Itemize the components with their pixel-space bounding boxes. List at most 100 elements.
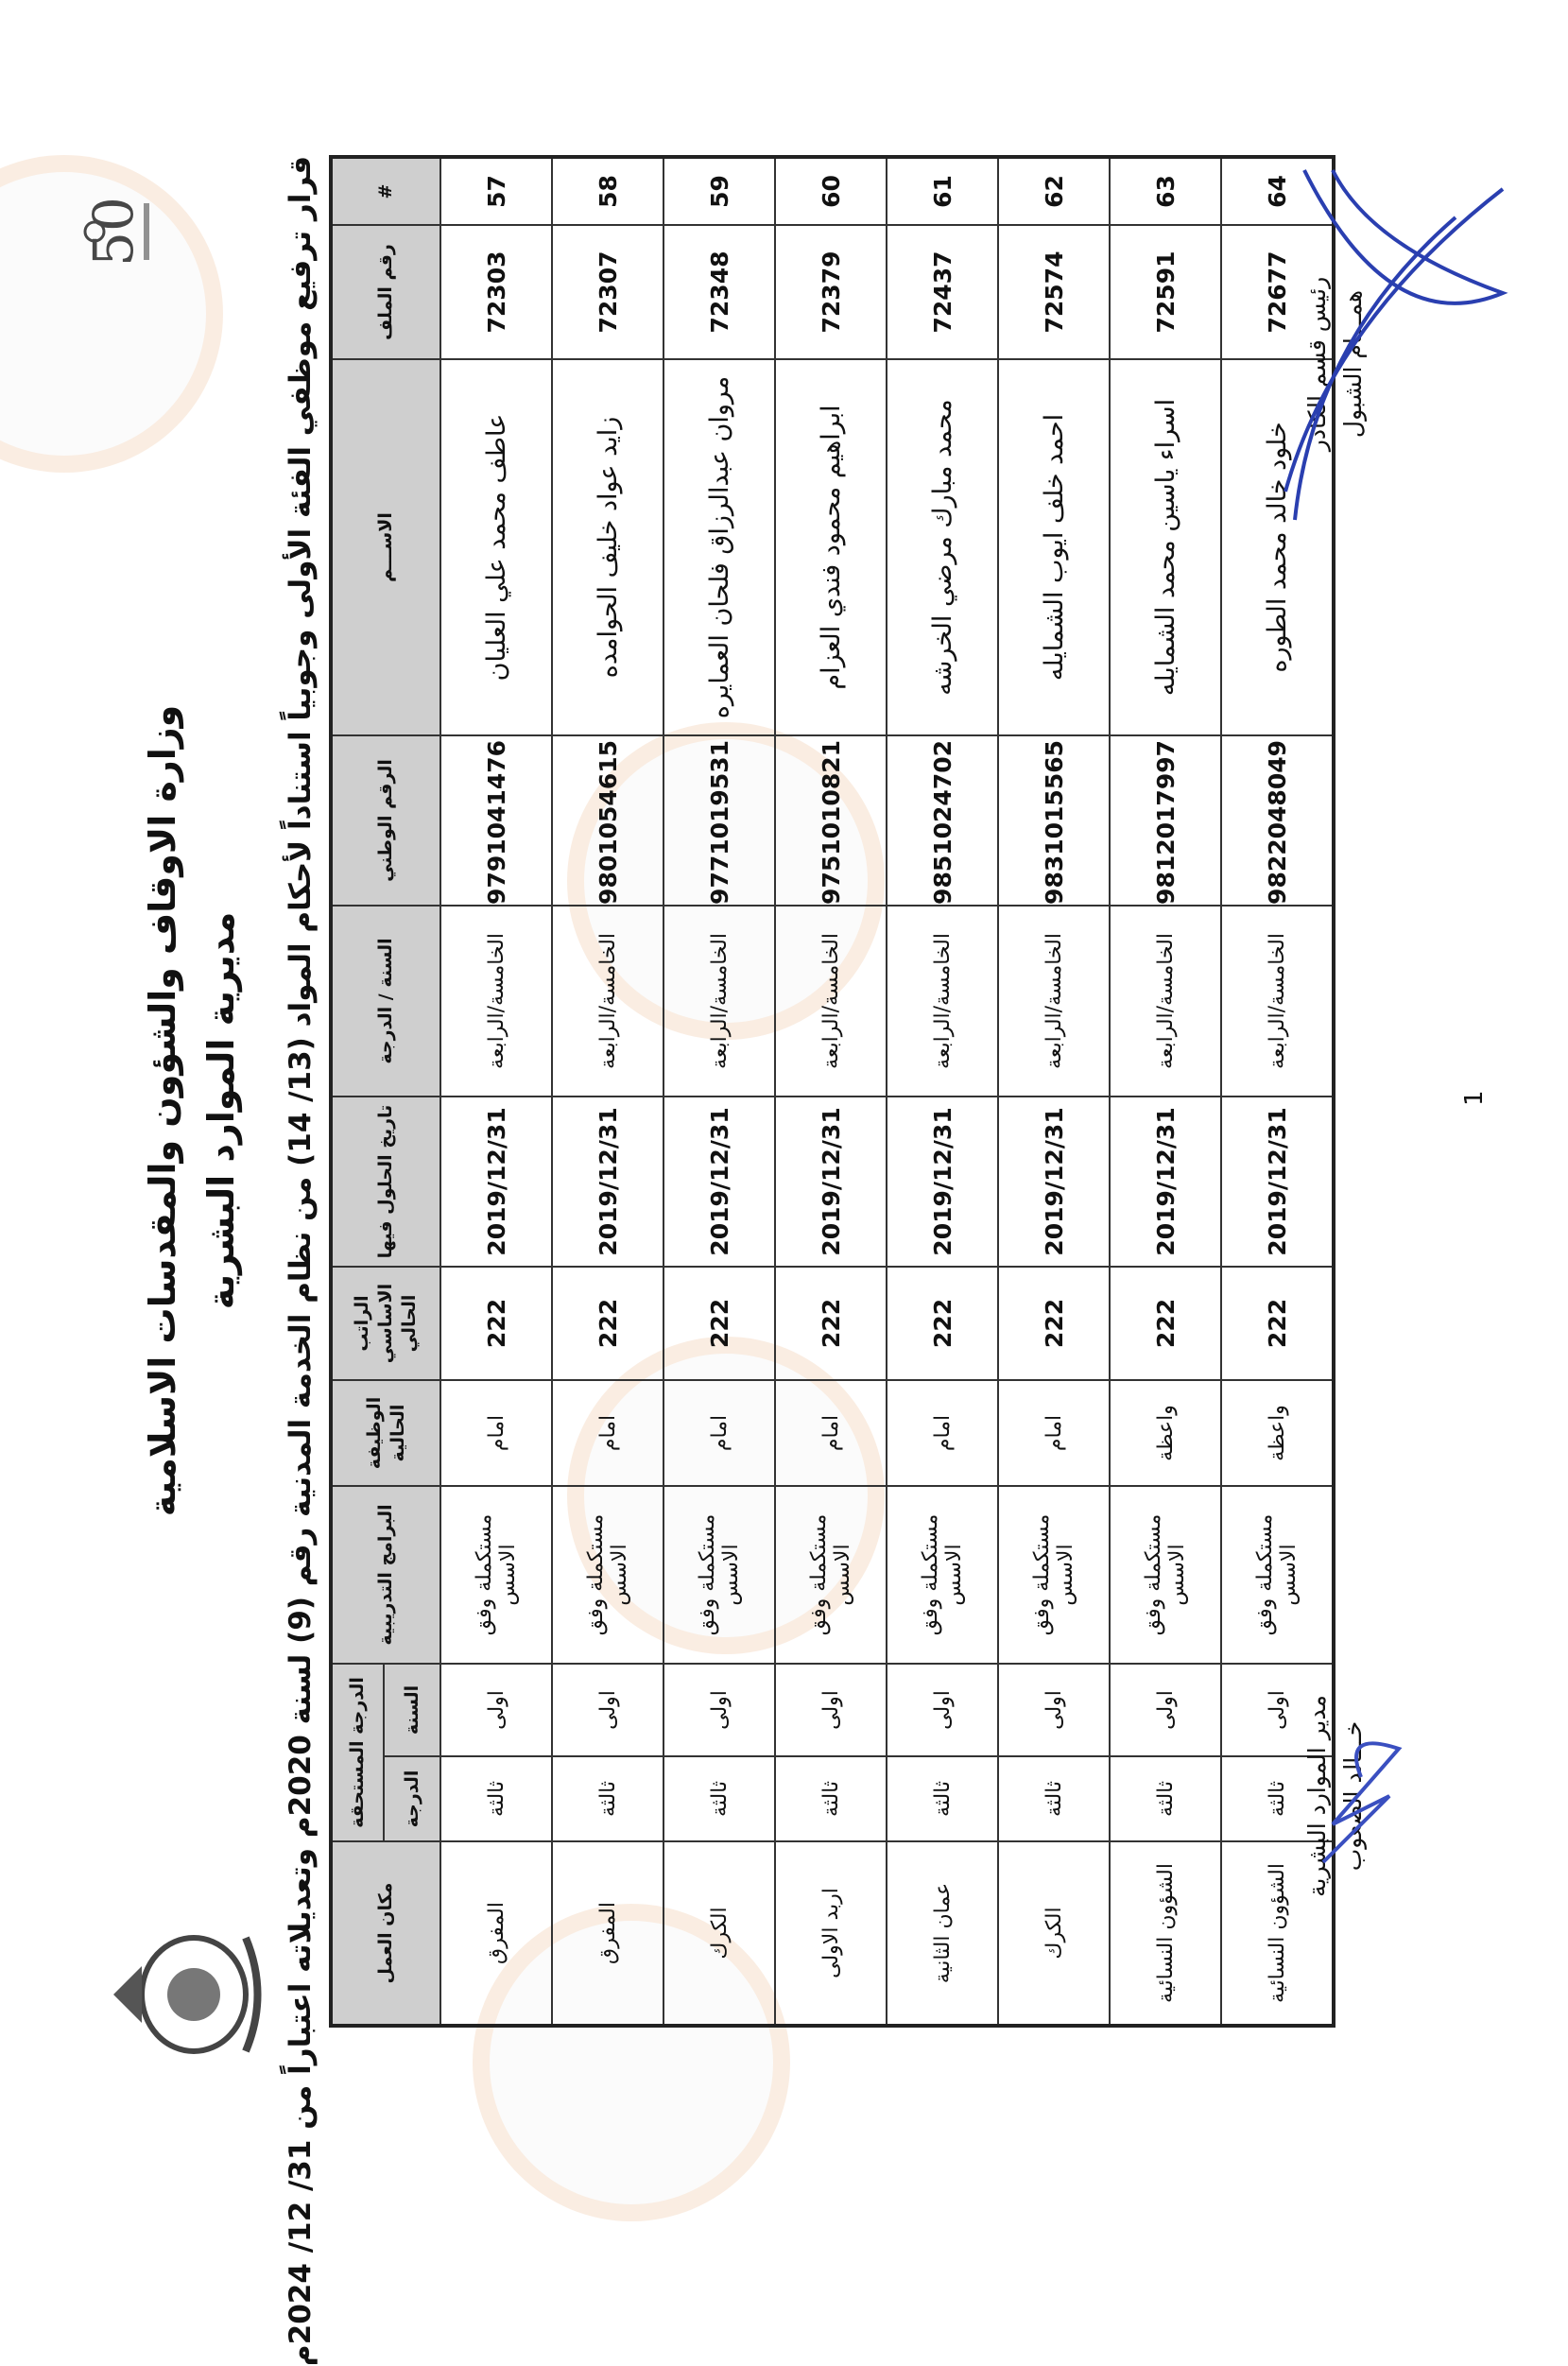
cell-date: 2019/12/31 <box>1110 1096 1221 1267</box>
cell-year: اولى <box>775 1663 887 1756</box>
col-date: تاريخ الحلول فيها <box>331 1096 440 1267</box>
cell-file-no: 72437 <box>887 224 998 359</box>
cell-file-no: 72303 <box>440 224 552 359</box>
cell-name: عاطف محمد علي العليان <box>440 358 552 735</box>
cell-index: 57 <box>440 156 552 225</box>
cell-salary: 222 <box>998 1266 1110 1380</box>
cell-year: اولى <box>663 1663 775 1756</box>
cell-date: 2019/12/31 <box>1221 1096 1334 1267</box>
cell-salary: 222 <box>887 1266 998 1380</box>
cell-index: 60 <box>775 156 887 225</box>
cell-job: امام <box>552 1379 663 1486</box>
table-row: 57 72303 عاطف محمد علي العليان 9791041476 ال… <box>440 156 552 2026</box>
table-row: 60 72379 ابراهيم محمود فندي العزام 97510108… <box>775 156 887 2026</box>
cell-programs: مستكملة وفق الاسس <box>998 1485 1110 1664</box>
cell-salary: 222 <box>663 1266 775 1380</box>
cell-salary: 222 <box>1221 1266 1334 1380</box>
cell-year: اولى <box>1110 1663 1221 1756</box>
cell-index: 62 <box>998 156 1110 225</box>
cell-grade: الخامسة/الرابعة <box>998 905 1110 1097</box>
signature-hr <box>1321 1741 1403 1864</box>
cell-index: 61 <box>887 156 998 225</box>
cell-programs: مستكملة وفق الاسس <box>663 1485 775 1664</box>
cell-national-id: 9831015565 <box>998 734 1110 906</box>
cell-programs: مستكملة وفق الاسس <box>887 1485 998 1664</box>
table-row: 58 72307 زايد عواد خليف الحوامده 9801054615… <box>552 156 663 2026</box>
cell-grade: الخامسة/الرابعة <box>1110 905 1221 1097</box>
cell-workplace: المفرق <box>440 1841 552 2026</box>
col-salary: الراتب الاساسي الحالي <box>331 1266 440 1380</box>
cell-date: 2019/12/31 <box>887 1096 998 1267</box>
cell-index: 58 <box>552 156 663 225</box>
cell-job: واعظة <box>1110 1379 1221 1486</box>
col-entitled-degree: الدرجة <box>384 1755 440 1841</box>
cell-file-no: 72591 <box>1110 224 1221 359</box>
cell-programs: مستكملة وفق الاسس <box>775 1485 887 1664</box>
cell-national-id: 9791041476 <box>440 734 552 906</box>
cell-grade: الخامسة/الرابعة <box>887 905 998 1097</box>
cell-degree: ثالثة <box>775 1755 887 1841</box>
table-row: 62 72574 احمد خلف ايوب الشمايله 9831015565 ا… <box>998 156 1110 2026</box>
cell-workplace: اربد الاولى <box>775 1841 887 2026</box>
cell-degree: ثالثة <box>1110 1755 1221 1841</box>
cell-salary: 222 <box>552 1266 663 1380</box>
cell-workplace: المفرق <box>552 1841 663 2026</box>
cell-file-no: 72348 <box>663 224 775 359</box>
cell-degree: ثالثة <box>663 1755 775 1841</box>
cell-name: اسراء ياسين محمد الشمايله <box>1110 358 1221 735</box>
cell-name: مروان عبدالرزاق فلحان العمايره <box>663 358 775 735</box>
table-row: 59 72348 مروان عبدالرزاق فلحان العمايره 977… <box>663 156 775 2026</box>
cell-national-id: 9812017997 <box>1110 734 1221 906</box>
cell-job: امام <box>775 1379 887 1486</box>
cell-programs: مستكملة وفق الاسس <box>1221 1485 1334 1664</box>
cell-grade: الخامسة/الرابعة <box>775 905 887 1097</box>
col-workplace: مكان العمل <box>331 1841 440 2026</box>
cell-degree: ثالثة <box>440 1755 552 1841</box>
cell-date: 2019/12/31 <box>998 1096 1110 1267</box>
cell-date: 2019/12/31 <box>663 1096 775 1267</box>
cell-job: امام <box>887 1379 998 1486</box>
cell-national-id: 9771019531 <box>663 734 775 906</box>
col-programs: البرامج التدريبية <box>331 1485 440 1664</box>
cell-workplace: الكرك <box>663 1841 775 2026</box>
cell-file-no: 72574 <box>998 224 1110 359</box>
col-job: الوظيفة الحالية <box>331 1379 440 1486</box>
cell-year: اولى <box>440 1663 552 1756</box>
cell-salary: 222 <box>1110 1266 1221 1380</box>
cell-workplace: الشؤون النسائية <box>1110 1841 1221 2026</box>
cell-job: امام <box>663 1379 775 1486</box>
cell-date: 2019/12/31 <box>775 1096 887 1267</box>
cell-name: محمد مبارك مرضي الخرشه <box>887 358 998 735</box>
cell-date: 2019/12/31 <box>552 1096 663 1267</box>
col-entitled: الدرجة المستحقة <box>331 1663 384 1841</box>
cell-grade: الخامسة/الرابعة <box>552 905 663 1097</box>
svg-text:50: 50 <box>81 197 146 267</box>
cell-degree: ثالثة <box>998 1755 1110 1841</box>
cell-name: احمد خلف ايوب الشمايله <box>998 358 1110 735</box>
cell-file-no: 72379 <box>775 224 887 359</box>
page-number: 1 <box>1460 1090 1489 1106</box>
ministry-name: وزارة الاوقاف والشؤون والمقدسات الاسلامي… <box>142 704 183 1517</box>
cell-year: اولى <box>552 1663 663 1756</box>
cell-programs: مستكملة وفق الاسس <box>1110 1485 1221 1664</box>
cell-index: 63 <box>1110 156 1221 225</box>
royal-crest-logo <box>113 1935 262 2054</box>
cell-degree: ثالثة <box>887 1755 998 1841</box>
cell-name: زايد عواد خليف الحوامده <box>552 358 663 735</box>
col-file-no: رقم الملف <box>331 224 440 359</box>
cell-grade: الخامسة/الرابعة <box>1221 905 1334 1097</box>
cell-file-no: 72307 <box>552 224 663 359</box>
cell-date: 2019/12/31 <box>440 1096 552 1267</box>
cell-grade: الخامسة/الرابعة <box>440 905 552 1097</box>
cell-grade: الخامسة/الرابعة <box>663 905 775 1097</box>
anniversary-logo: 50 <box>81 197 149 267</box>
cell-workplace: الكرك <box>998 1841 1110 2026</box>
cell-name: ابراهيم محمود فندي العزام <box>775 358 887 735</box>
cell-programs: مستكملة وفق الاسس <box>552 1485 663 1664</box>
col-national-id: الرقم الوطني <box>331 734 440 906</box>
cell-programs: مستكملة وفق الاسس <box>440 1485 552 1664</box>
cell-national-id: 9801054615 <box>552 734 663 906</box>
col-index: # <box>331 156 440 225</box>
cell-job: امام <box>998 1379 1110 1486</box>
decision-title: قرار ترفيع موظفي الفئة الأولى وجوبياً اس… <box>284 156 318 2366</box>
